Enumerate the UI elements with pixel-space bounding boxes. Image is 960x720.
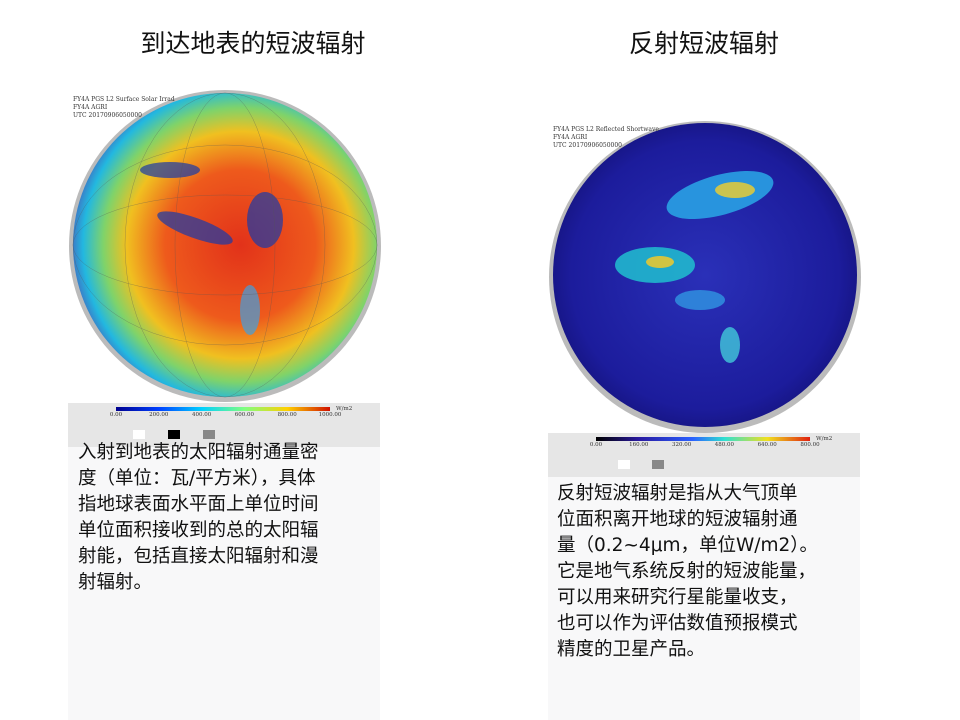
colorbar-tick: 480.00 — [715, 442, 735, 448]
description-line: 量（0.2~4μm，单位W/m2）。 — [557, 535, 818, 556]
colorbar-tick: 1000.00 — [319, 412, 342, 418]
description-line: 指地球表面水平面上单位时间 — [78, 494, 319, 515]
image-header: FY4A AGRI — [553, 134, 588, 141]
colorbar-tick: 0.00 — [110, 412, 123, 418]
legend-swatch — [652, 460, 664, 469]
colorbar-tick: 600.00 — [235, 412, 255, 418]
legend-swatch — [618, 460, 630, 469]
image-header: FY4A AGRI — [73, 104, 108, 111]
description-line: 精度的卫星产品。 — [557, 639, 705, 660]
legend-swatch — [168, 430, 180, 439]
legend-swatch — [133, 430, 145, 439]
left-title: 到达地表的短波辐射 — [140, 29, 365, 58]
colorbar-tick: 400.00 — [192, 412, 212, 418]
colorbar-tick: 800.00 — [278, 412, 298, 418]
description-line: 它是地气系统反射的短波能量， — [557, 561, 816, 582]
right-title: 反射短波辐射 — [629, 29, 779, 58]
graticule — [72, 92, 378, 398]
description-line: 反射短波辐射是指从大气顶单 — [557, 483, 798, 504]
colorbar-tick: 200.00 — [149, 412, 169, 418]
image-header: UTC 20170906050000 — [73, 112, 142, 119]
image-header: FY4A PGS L2 Reflected Shortwave — [553, 126, 659, 133]
description-line: 射能，包括直接太阳辐射和漫 — [78, 546, 319, 567]
colorbar-tick: 800.00 — [800, 442, 820, 448]
text-panel — [68, 447, 380, 720]
cloud-pattern — [140, 162, 283, 335]
description-line: 射辐射。 — [78, 572, 152, 593]
colorbar-tick: 160.00 — [629, 442, 649, 448]
legend-swatch — [203, 430, 215, 439]
image-header: UTC 20170906050000 — [553, 142, 622, 149]
image-header: FY4A PGS L2 Surface Solar Irrad — [73, 96, 175, 103]
colorbar-tick: 0.00 — [590, 442, 603, 448]
description-line: 单位面积接收到的总的太阳辐 — [78, 520, 319, 541]
colorbar-unit: W/m2 — [336, 406, 352, 412]
description-line: 位面积离开地球的短波辐射通 — [557, 509, 798, 530]
colorbar-unit: W/m2 — [816, 436, 832, 442]
description-line: 入射到地表的太阳辐射通量密 — [78, 442, 319, 463]
description-line: 可以用来研究行星能量收支， — [557, 587, 798, 608]
colorbar — [116, 407, 330, 411]
colorbar-tick: 320.00 — [672, 442, 692, 448]
colorbar — [596, 437, 810, 441]
colorbar-tick: 640.00 — [758, 442, 778, 448]
globe-image — [73, 93, 377, 397]
cloud-pattern — [615, 171, 774, 363]
text-panel — [548, 477, 860, 720]
globe-image — [553, 123, 857, 427]
description-line: 度（单位：瓦/平方米），具体 — [78, 468, 315, 489]
description-line: 也可以作为评估数值预报模式 — [557, 613, 798, 634]
